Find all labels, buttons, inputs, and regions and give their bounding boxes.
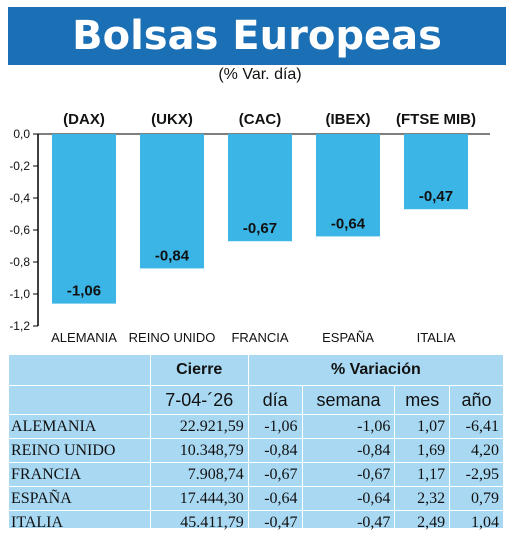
table-row: ALEMANIA 22.921,59 -1,06 -1,06 1,07 -6,4… <box>8 414 504 439</box>
data-label: -0,64 <box>331 215 366 232</box>
bar <box>52 134 116 304</box>
data-label: -0,84 <box>155 247 190 264</box>
y-tick-label: -0,8 <box>9 255 30 269</box>
y-tick-label: -0,6 <box>9 223 30 237</box>
bar <box>316 134 380 237</box>
bar <box>140 134 204 269</box>
ticker-label: (CAC) <box>239 111 282 128</box>
data-label: -1,06 <box>67 283 101 300</box>
y-tick-label: -0,2 <box>9 159 30 173</box>
chart-subtitle: (% Var. día) <box>218 66 302 83</box>
header-dia: día <box>247 385 303 415</box>
bar <box>228 134 292 242</box>
table-row: ESPAÑA 17.444,30 -0,64 -0,64 2,32 0,79 <box>8 486 504 511</box>
bar <box>404 134 468 210</box>
ticker-label: (IBEX) <box>326 111 371 128</box>
chart-labels: (DAX) -1,06 ALEMANIA (UKX) -0,84 REINO UNIDO (… <box>51 111 476 345</box>
page-title: Bolsas Europeas <box>8 7 506 65</box>
category-label: FRANCIA <box>231 330 288 345</box>
table-row: FRANCIA 7.908,74 -0,67 -0,67 1,17 -2,95 <box>8 462 504 487</box>
data-table: Cierre % Variación 7-04-´26 día semana m… <box>8 354 505 535</box>
header-semana: semana <box>301 385 396 415</box>
header-variacion: % Variación <box>247 354 505 386</box>
y-tick-label: -1,2 <box>9 319 30 333</box>
ticker-label: (UKX) <box>151 111 193 128</box>
header-cierre: Cierre <box>149 354 249 386</box>
y-tick-label: -1,0 <box>9 287 30 301</box>
category-label: REINO UNIDO <box>129 330 216 345</box>
category-label: ESPAÑA <box>322 330 374 345</box>
header-date: 7-04-´26 <box>149 385 249 415</box>
header-ano: año <box>449 385 504 415</box>
header-mes: mes <box>394 385 451 415</box>
table-header-row: Cierre % Variación <box>8 354 505 386</box>
table-subheader-row: 7-04-´26 día semana mes año <box>8 385 504 415</box>
category-label: ITALIA <box>417 330 456 345</box>
table-row: ITALIA 45.411,79 -0,47 -0,47 2,49 1,04 <box>8 510 504 535</box>
category-label: ALEMANIA <box>51 330 117 345</box>
ticker-label: (DAX) <box>63 111 105 128</box>
bar-chart: 0,0 -0,2 -0,4 -0,6 -0,8 -1,0 -1,2 (DAX) -1,06 AL… <box>9 111 490 345</box>
y-tick-label: -0,4 <box>9 191 30 205</box>
y-tick-label: 0,0 <box>13 127 30 141</box>
data-label: -0,47 <box>419 188 453 205</box>
ticker-label: (FTSE MIB) <box>396 111 476 128</box>
table-row: REINO UNIDO 10.348,79 -0,84 -0,84 1,69 4… <box>8 438 504 463</box>
bars <box>52 134 468 304</box>
data-label: -0,67 <box>243 220 277 237</box>
